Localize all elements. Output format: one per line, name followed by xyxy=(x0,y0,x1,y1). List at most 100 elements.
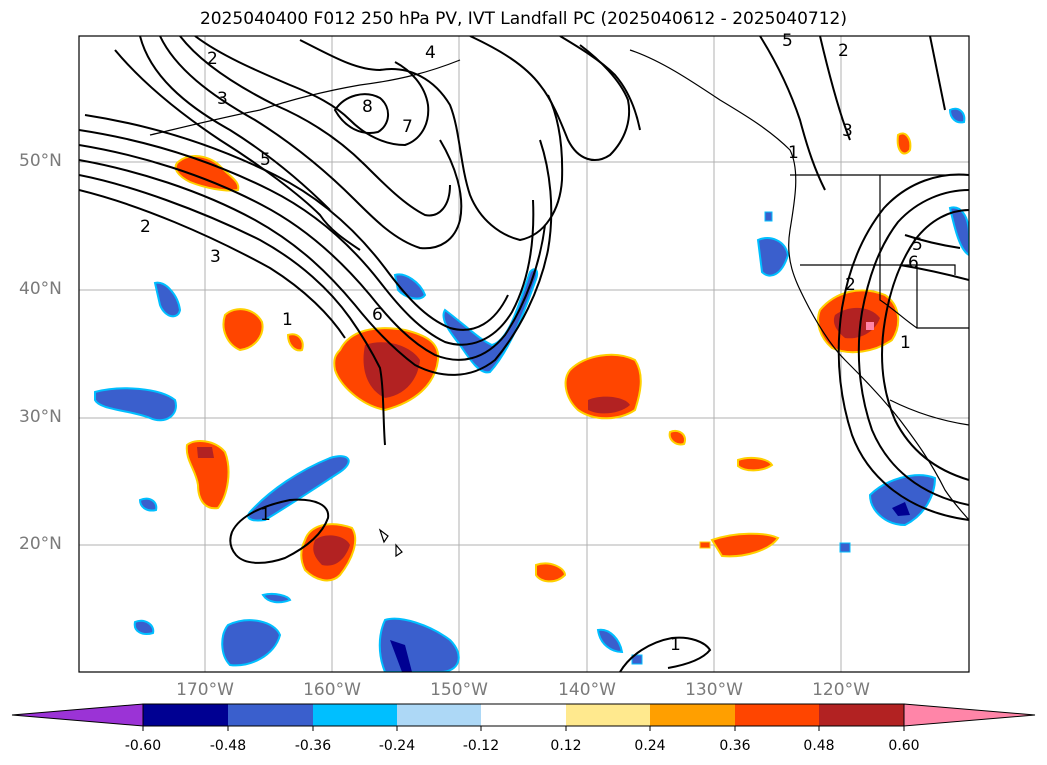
pv-contour xyxy=(881,209,969,481)
positive-anomaly-peak xyxy=(866,322,874,330)
colorbar-segment xyxy=(735,704,819,726)
contour-label: 2 xyxy=(207,49,218,69)
colorbar-extend-min xyxy=(11,703,144,727)
contour-label: 4 xyxy=(425,43,436,63)
colorbar-tick-label: -0.36 xyxy=(294,738,332,754)
positive-anomaly-region xyxy=(174,155,240,192)
negative-anomaly-region xyxy=(868,474,937,527)
colorbar-segment xyxy=(481,704,566,726)
colorbar-segment xyxy=(143,704,228,726)
colorbar-segment xyxy=(228,704,313,726)
positive-anomaly-region xyxy=(668,430,686,446)
contour-label: 3 xyxy=(217,89,228,109)
contour-label: 6 xyxy=(908,253,919,273)
colorbar-extend-max xyxy=(903,703,1036,727)
lat-label-20n: 20°N xyxy=(19,534,62,554)
negative-anomaly-region xyxy=(764,211,773,222)
pv-contour xyxy=(139,36,331,211)
positive-anomaly-region xyxy=(710,532,780,558)
lat-label-50n: 50°N xyxy=(19,151,62,171)
map-area xyxy=(79,36,969,672)
contour-label: 3 xyxy=(842,121,853,141)
positive-anomaly-core xyxy=(833,307,880,339)
contour-label: 1 xyxy=(282,310,293,330)
negative-anomaly-core xyxy=(892,502,910,516)
us-mexico-border xyxy=(889,399,969,426)
pv-contour xyxy=(929,36,946,111)
negative-anomaly-region xyxy=(756,237,790,277)
pv-contour xyxy=(819,36,851,141)
colorbar-tick-label: 0.36 xyxy=(719,738,751,754)
contour-label: 1 xyxy=(670,635,681,655)
positive-anomaly-region xyxy=(737,456,774,472)
state-border xyxy=(800,264,956,275)
negative-anomaly-core xyxy=(390,640,412,672)
pv-contour xyxy=(299,39,564,242)
negative-anomaly-regions xyxy=(94,107,969,672)
lat-label-40n: 40°N xyxy=(19,279,62,299)
lon-label-130w: 130°W xyxy=(685,680,743,700)
pv-contour-1-hawaii xyxy=(229,498,330,564)
positive-anomaly-region xyxy=(896,132,912,155)
colorbar-tick-label: 0.12 xyxy=(550,738,582,754)
pv-contour xyxy=(899,264,969,281)
pv-contour xyxy=(469,36,630,161)
map-border xyxy=(78,35,970,673)
pv-contours xyxy=(79,36,969,672)
colorbar-segment xyxy=(819,704,904,726)
positive-anomaly-core xyxy=(363,342,420,398)
colorbar-tick-label: 0.60 xyxy=(888,738,920,754)
colorbar xyxy=(11,703,1036,731)
colorbar-border xyxy=(142,703,905,727)
contour-label: 8 xyxy=(362,97,373,117)
contour-label: 1 xyxy=(900,333,911,353)
pv-contour xyxy=(79,174,386,446)
pv-contour xyxy=(194,36,430,147)
positive-anomaly-region xyxy=(286,333,304,352)
negative-anomaly-region xyxy=(839,542,851,553)
contour-label: 1 xyxy=(788,143,799,163)
colorbar-segment xyxy=(397,704,481,726)
positive-anomaly-region xyxy=(185,439,230,510)
pv-contour xyxy=(79,144,546,361)
pv-contour xyxy=(179,36,451,217)
colorbar-tick-label: 0.48 xyxy=(803,738,835,754)
colorbar-tick-label: -0.24 xyxy=(378,738,416,754)
lon-label-120w: 120°W xyxy=(812,680,870,700)
pv-contour xyxy=(79,139,553,376)
pv-contour xyxy=(159,36,463,250)
negative-anomaly-region xyxy=(221,619,282,667)
contour-label: 5 xyxy=(260,150,271,170)
pv-contour xyxy=(837,173,969,521)
colorbar-tick-label: -0.12 xyxy=(462,738,500,754)
coastlines xyxy=(149,49,969,558)
pv-contour xyxy=(857,189,969,506)
negative-anomaly-region xyxy=(133,619,155,635)
contour-label: 5 xyxy=(912,235,923,255)
contour-label: 7 xyxy=(402,117,413,137)
negative-anomaly-region xyxy=(596,628,624,654)
colorbar-segment xyxy=(313,704,397,726)
negative-anomaly-region xyxy=(94,387,177,422)
negative-anomaly-region xyxy=(261,592,292,604)
lon-label-170w: 170°W xyxy=(176,680,234,700)
lat-label-30n: 30°N xyxy=(19,407,62,427)
positive-anomaly-region xyxy=(535,562,567,583)
contour-label: 1 xyxy=(260,505,271,525)
positive-anomaly-core xyxy=(197,447,214,458)
colorbar-tick-label: -0.60 xyxy=(124,738,162,754)
contour-label: 2 xyxy=(140,217,151,237)
positive-anomaly-region xyxy=(699,541,711,549)
pv-contour xyxy=(79,189,346,339)
contour-labels: 2 3 8 7 5 2 3 1 6 1 1 1 3 5 6 1 2 4 5 2 xyxy=(140,31,923,655)
hawaii-islands xyxy=(378,528,403,558)
negative-anomaly-region xyxy=(138,497,158,512)
contour-label: 5 xyxy=(782,31,793,51)
colorbar-segment xyxy=(650,704,735,726)
pv-contour xyxy=(84,114,509,331)
negative-anomaly-region xyxy=(393,273,427,300)
pv-contour xyxy=(559,36,641,131)
negative-anomaly-region xyxy=(948,206,969,257)
lon-label-150w: 150°W xyxy=(430,680,488,700)
colorbar-tick-label: 0.24 xyxy=(634,738,666,754)
